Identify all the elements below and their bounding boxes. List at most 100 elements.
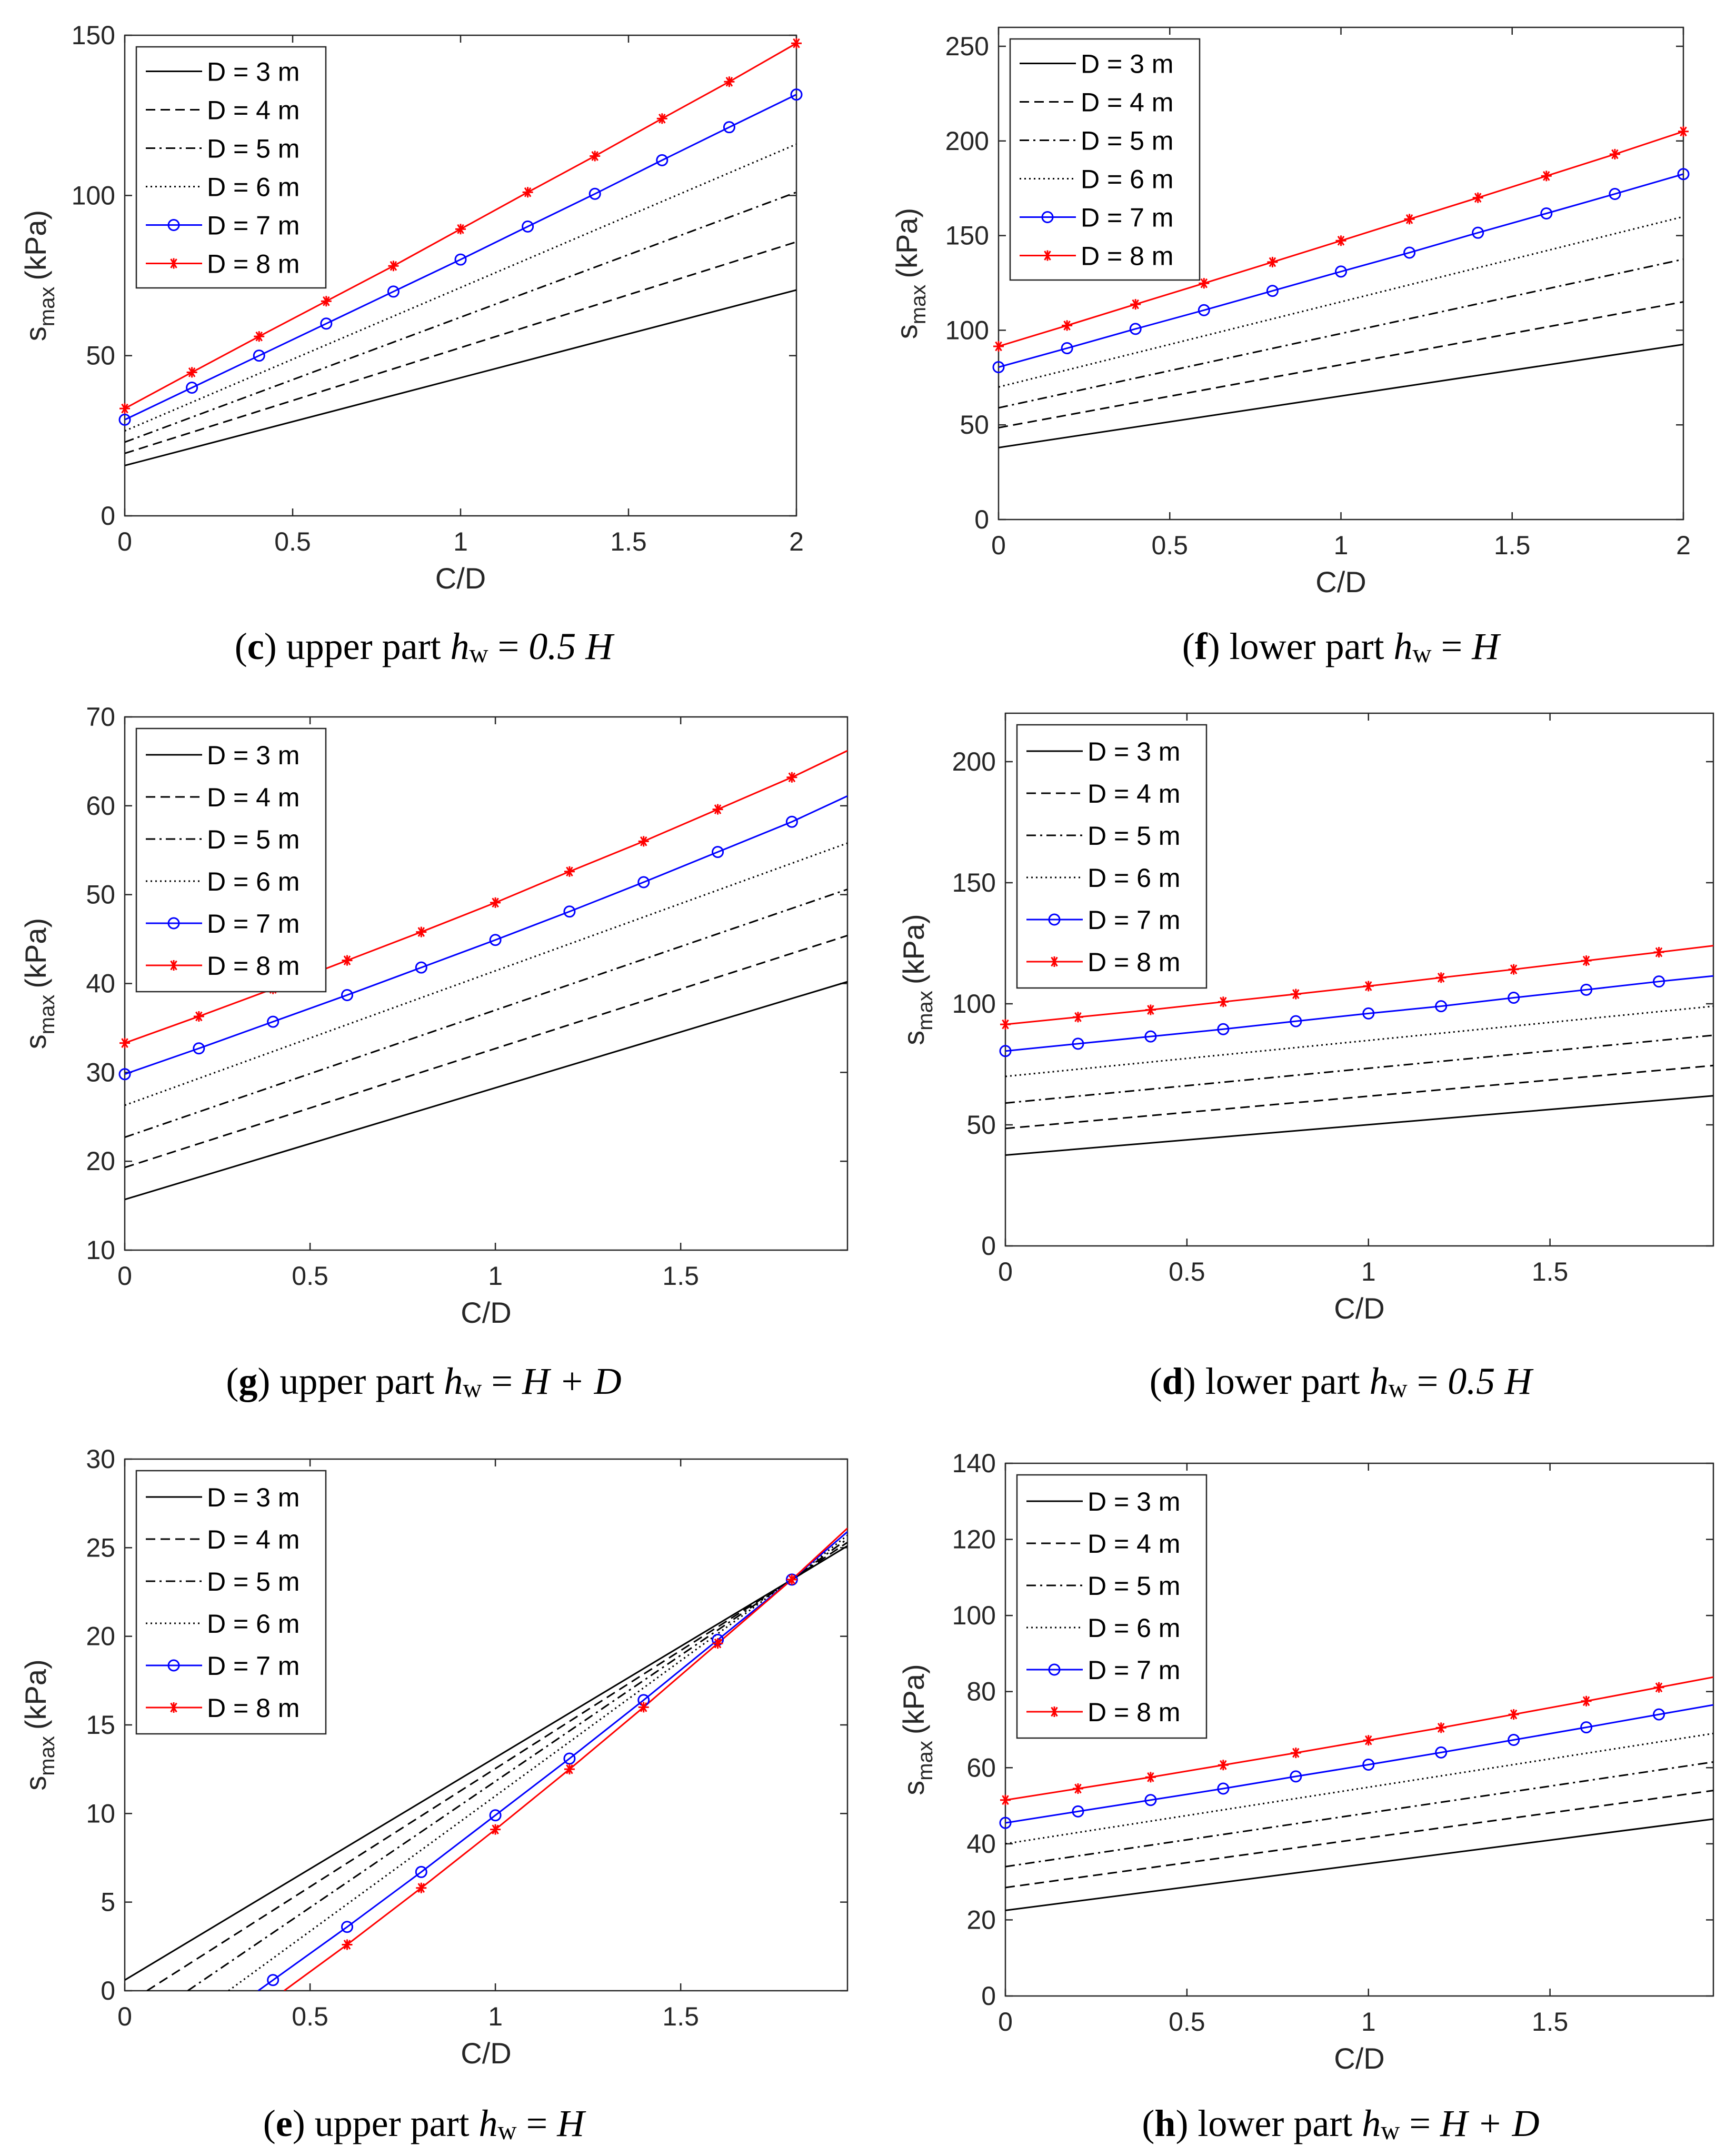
y-axis-label-subscript: max [36,287,59,327]
data-point-star [1267,256,1278,267]
data-point-circle [992,361,1005,374]
y-axis-label-unit: (kPa) [19,918,52,989]
data-point-circle [1198,304,1210,316]
legend-marker-star [1049,1706,1060,1717]
caption-part: upper part [277,625,451,667]
legend-label: D = 7 m [207,909,300,939]
legend-label: D = 4 m [1081,88,1173,117]
data-point-star [490,1824,501,1835]
y-axis-label-unit: (kPa) [890,208,923,278]
y-axis-label: smax (kPa) [897,914,937,1045]
y-tick-label: 30 [86,1057,115,1087]
data-point-star [1404,214,1415,225]
data-point-star [1000,1019,1011,1030]
legend-marker-star [168,258,179,269]
y-tick-label: 70 [86,702,115,732]
x-tick-label: 2 [1676,531,1691,560]
caption-w: w [498,2115,517,2145]
data-point-circle [712,846,724,859]
legend-marker-circle [167,219,180,231]
y-tick-label: 100 [72,181,115,210]
y-axis-label-unit: (kPa) [897,914,930,984]
data-point-circle [193,1042,205,1055]
data-point-circle [1580,983,1593,996]
legend-label: D = 4 m [207,1525,300,1554]
panel-caption: (g) upper part hw = H + D [226,1360,621,1403]
data-point-star [1363,1735,1374,1746]
x-tick-label: 1 [488,2002,503,2031]
data-point-circle [489,934,502,946]
data-point-star [1435,1722,1446,1733]
x-tick-label: 0.5 [292,2002,328,2031]
caption-eq: = [1432,625,1472,667]
y-tick-label: 15 [86,1710,115,1740]
legend-label: D = 8 m [207,249,300,279]
y-axis-label: smax (kPa) [19,1659,59,1790]
series-line-d-4-m [1005,1064,1713,1130]
legend: D = 3 m D = 4 m D = 5 m D = 6 m D = 7 m D = 8… [135,46,327,289]
y-axis-label: smax (kPa) [897,1664,937,1795]
data-point-circle [1472,226,1484,239]
y-tick-label: 0 [981,1231,996,1261]
data-point-star [1145,1004,1156,1015]
y-axis-label: smax (kPa) [19,918,59,1049]
data-point-star [1290,989,1301,1000]
x-tick-label: 0 [991,531,1006,560]
series-line-d-6-m [125,143,796,432]
series-line-d-7-m [125,795,847,1075]
caption-letter: f [1195,625,1208,667]
series-line-d-4-m [125,934,847,1169]
data-point-star [1653,1682,1664,1693]
y-tick-label: 150 [72,21,115,50]
x-tick-label: 0.5 [1169,1257,1205,1286]
caption-h: h [1394,625,1413,667]
legend: D = 3 m D = 4 m D = 5 m D = 6 m D = 7 m D = 8… [1016,1474,1208,1739]
data-point-circle [489,1809,502,1822]
legend-label: D = 5 m [1088,1571,1180,1601]
data-point-circle [723,121,735,134]
data-point-circle [1144,1794,1157,1806]
legend-label: D = 5 m [207,134,300,164]
x-axis-label: C/D [1334,2042,1384,2075]
y-tick-label: 60 [966,1753,996,1782]
caption-letter: c [247,625,264,667]
series-line-d-6-m [1005,1732,1713,1845]
data-point-star [119,403,130,414]
y-axis-label-unit: (kPa) [19,1659,52,1730]
legend-label: D = 5 m [207,825,300,854]
series-line-d-5-m [187,1538,847,1991]
data-point-circle [1540,207,1553,220]
y-tick-label: 100 [952,989,996,1019]
data-point-circle [1653,1708,1665,1721]
data-point-circle [563,1752,576,1765]
data-point-star [712,1638,723,1649]
legend-label: D = 8 m [207,1693,300,1723]
y-axis-label-unit: (kPa) [897,1664,930,1734]
data-point-star [119,1037,130,1049]
legend-marker-star [1049,956,1060,967]
y-axis-label-unit: (kPa) [19,210,52,281]
data-point-star [1335,235,1346,246]
series-line-d-6-m [999,216,1683,388]
data-point-star [1678,126,1689,137]
series-line-d-4-m [1005,1790,1713,1889]
series-line-d-5-m [999,258,1683,409]
data-point-circle [1508,992,1520,1004]
legend-box [135,1470,327,1735]
x-tick-label: 1.5 [662,1261,699,1291]
legend-label: D = 6 m [1088,1613,1180,1643]
x-axis-label: C/D [1315,565,1366,598]
y-tick-label: 200 [945,126,989,156]
chart-panel-h: 0 0.5 1 1.5 0 20 40 60 80 100 120 140 C/D smax (kPa) D … [897,1449,1714,2145]
caption-value: H [1471,625,1501,667]
caption-eq: = [1400,2102,1440,2144]
data-point-circle [320,317,333,330]
legend-label: D = 3 m [207,1483,300,1512]
y-tick-label: 10 [86,1799,115,1828]
series-line-d-7-m [1005,975,1713,1052]
data-point-star [342,955,353,966]
series-line-d-6-m [125,842,847,1106]
data-point-circle [186,382,198,394]
y-tick-label: 10 [86,1235,115,1265]
